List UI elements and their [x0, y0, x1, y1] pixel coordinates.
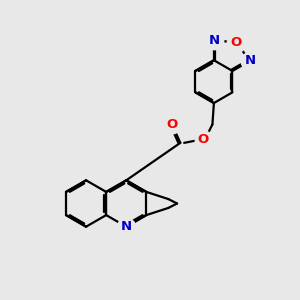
- Text: N: N: [244, 54, 256, 67]
- Text: O: O: [231, 36, 242, 49]
- Text: N: N: [121, 220, 132, 233]
- Text: O: O: [167, 118, 178, 131]
- Text: N: N: [208, 34, 220, 46]
- Text: O: O: [198, 134, 209, 146]
